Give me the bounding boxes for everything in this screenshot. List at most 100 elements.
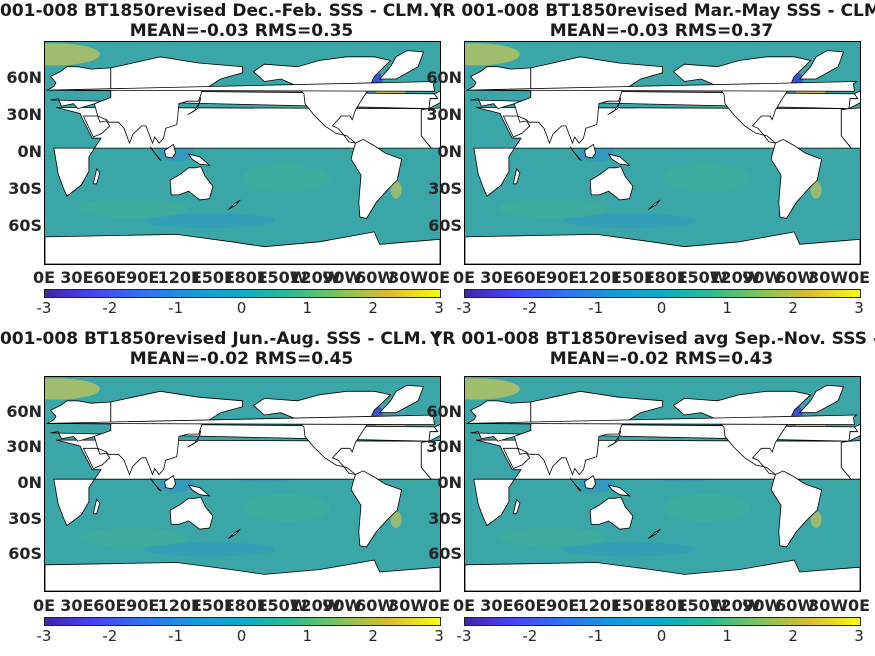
anomaly-patch: [563, 213, 696, 229]
lon-tick-label: 180E: [643, 268, 688, 287]
lon-tick-label: 60E: [93, 268, 127, 287]
land-mass: [47, 414, 438, 426]
colorbar-tick-label: 1: [722, 627, 733, 645]
anomaly-patch: [465, 43, 520, 66]
lon-tick-label: 30W: [388, 596, 428, 615]
land-mass: [45, 231, 440, 264]
lat-tick-label: 30S: [8, 179, 42, 198]
lon-tick-label: 30E: [60, 596, 94, 615]
lat-tick-label: 60S: [428, 216, 462, 235]
lon-tick-label: 180E: [643, 596, 688, 615]
land-mass: [672, 390, 812, 475]
lon-tick-label: 150W: [256, 268, 308, 287]
panel-title-line2: MEAN=-0.02 RMS=0.45: [129, 349, 354, 369]
colorbar: [464, 617, 861, 626]
land-mass: [647, 199, 661, 211]
anomaly-patch: [810, 511, 822, 528]
land-mass: [350, 138, 403, 219]
anomaly-patch: [390, 511, 402, 528]
land-mass: [378, 384, 425, 414]
lon-tick-label: 120W: [289, 268, 341, 287]
land-mass: [798, 50, 845, 80]
lat-tick-label: 30S: [428, 179, 462, 198]
panel-title-line1: 001-008 BT1850revised Jun.-Aug. SSS - CL…: [0, 330, 440, 349]
map-canvas: [465, 42, 860, 264]
land-mass: [584, 475, 597, 490]
colorbar-tick-label: 3: [854, 299, 864, 317]
colorbar-tick-label: 3: [434, 627, 444, 645]
land-mass: [584, 143, 597, 159]
land-mass: [149, 146, 162, 161]
sss-anomaly-map: [44, 376, 441, 592]
lon-tick-label: 0E: [452, 268, 476, 287]
map-canvas: [465, 377, 860, 591]
lon-tick-label: 120E: [577, 268, 622, 287]
land-mass: [420, 440, 440, 480]
lon-tick-label: 120W: [289, 596, 341, 615]
lat-tick-label: 0N: [17, 142, 42, 161]
lon-tick-label: 120W: [709, 596, 761, 615]
lon-tick-label: 60E: [513, 596, 547, 615]
land-mass: [569, 146, 582, 161]
colorbar-tick-label: -1: [168, 299, 184, 317]
colorbar-tick-label: -1: [588, 627, 604, 645]
land-mass: [512, 168, 521, 185]
anomaly-patch: [497, 198, 608, 219]
lon-tick-label: 150E: [610, 268, 655, 287]
panel-title-line2: MEAN=-0.03 RMS=0.35: [129, 21, 354, 41]
land-mass: [350, 470, 403, 548]
lon-tick-label: 120E: [157, 268, 202, 287]
panel-title-line1: 001-008 BT1850revised Dec.-Feb. SSS - CL…: [0, 2, 440, 21]
colorbar-tick-label: 3: [854, 627, 864, 645]
lon-tick-label: 0E: [32, 268, 56, 287]
colorbar-tick-label: -2: [102, 627, 118, 645]
colorbar-tick-label: -1: [588, 299, 604, 317]
lon-tick-label: 120W: [709, 268, 761, 287]
colorbar-tick-label: 2: [788, 299, 798, 317]
lon-tick-label: 0E: [847, 268, 871, 287]
land-mass: [569, 477, 582, 492]
colorbar-tick-label: -3: [456, 299, 472, 317]
colorbar-tick-label: 0: [236, 299, 247, 317]
land-mass: [513, 56, 663, 145]
lon-tick-label: 90W: [322, 268, 363, 287]
land-mass: [770, 138, 823, 219]
land-mass: [647, 528, 661, 540]
lon-tick-label: 120E: [577, 596, 622, 615]
lon-tick-label: 90E: [126, 596, 160, 615]
lon-tick-label: 60W: [775, 268, 816, 287]
land-mass: [187, 430, 202, 448]
land-mass: [798, 384, 845, 414]
land-mass: [252, 390, 392, 475]
anomaly-patch: [45, 43, 100, 66]
land-mass: [589, 166, 634, 201]
anomaly-patch: [810, 181, 822, 199]
lon-tick-label: 30W: [388, 268, 428, 287]
lat-tick-label: 0N: [437, 473, 462, 492]
anomaly-patch: [662, 162, 751, 193]
lat-tick-label: 60S: [8, 216, 42, 235]
land-mass: [502, 447, 531, 470]
anomaly-patch: [143, 213, 276, 229]
land-mass: [93, 390, 243, 476]
lat-tick-label: 30N: [6, 437, 42, 457]
lon-tick-label: 60W: [355, 268, 396, 287]
sss-anomaly-map: [464, 376, 861, 592]
lon-tick-label: 60W: [355, 596, 396, 615]
anomaly-patch: [242, 162, 331, 193]
lat-tick-label: 60S: [8, 544, 42, 564]
lon-tick-label: 90E: [546, 596, 580, 615]
land-mass: [169, 166, 214, 201]
land-mass: [45, 559, 440, 591]
land-mass: [187, 153, 211, 166]
land-mass: [164, 143, 177, 159]
lon-tick-label: 90W: [742, 596, 783, 615]
colorbar-tick-label: -2: [522, 299, 538, 317]
land-mass: [92, 168, 101, 185]
lon-tick-label: 0E: [427, 596, 451, 615]
lat-tick-label: 60N: [6, 401, 42, 421]
lon-tick-label: 0E: [427, 268, 451, 287]
lon-tick-label: 0E: [452, 596, 476, 615]
lat-tick-label: 60N: [6, 68, 42, 87]
colorbar-tick-label: -2: [522, 627, 538, 645]
